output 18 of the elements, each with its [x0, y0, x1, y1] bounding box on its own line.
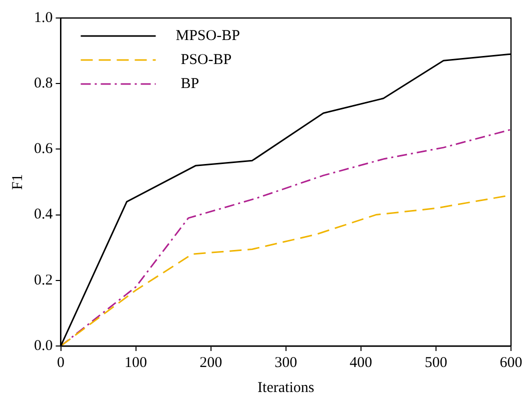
x-tick-label: 400 [350, 354, 372, 371]
legend-label: PSO-BP [180, 52, 232, 68]
x-tick-label: 200 [200, 354, 222, 371]
x-tick-label: 300 [274, 354, 298, 371]
y-tick-label: 0.4 [34, 206, 54, 223]
x-tick-label: 600 [500, 354, 522, 371]
legend-label: MPSO-BP [176, 28, 240, 44]
y-axis-title: F1 [10, 174, 26, 190]
y-tick-label: 1.0 [34, 10, 53, 26]
x-axis-title: Iterations [258, 380, 314, 396]
x-tick-label: 500 [424, 354, 448, 371]
y-tick-label: 0.6 [34, 141, 54, 158]
legend-label: BP [180, 76, 200, 92]
x-tick-label: 0 [57, 354, 64, 371]
y-tick-label: 0.2 [34, 272, 53, 288]
y-tick-label: 0.8 [34, 76, 53, 92]
x-tick-label: 100 [124, 354, 148, 371]
y-tick-label: 0.0 [34, 338, 53, 354]
